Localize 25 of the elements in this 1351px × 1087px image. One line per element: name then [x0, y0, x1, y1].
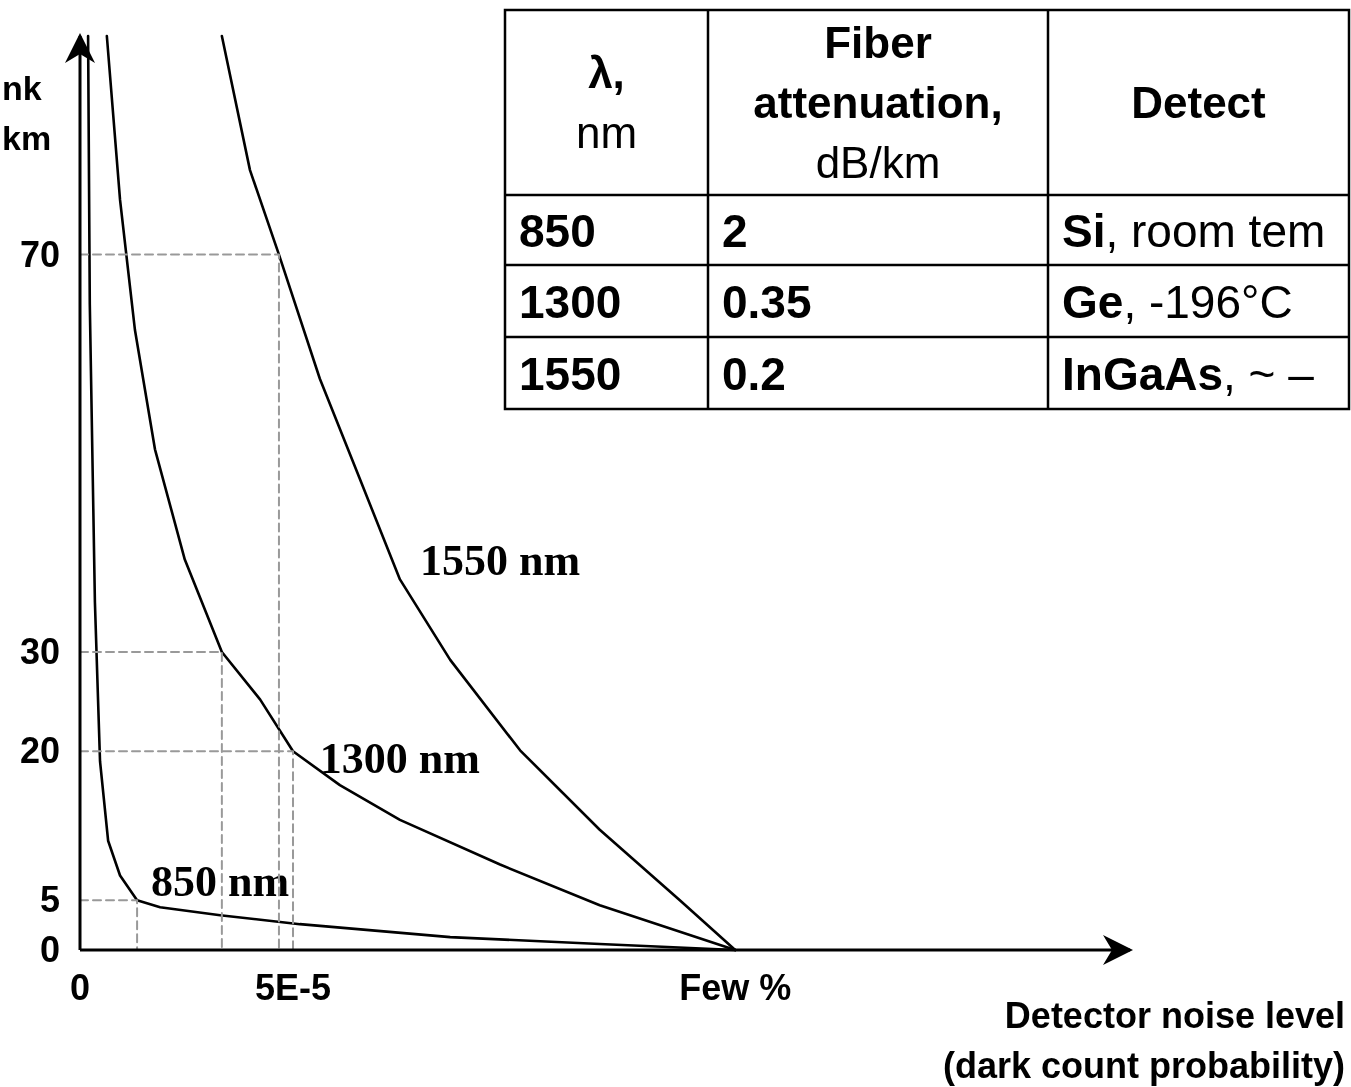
- y-tick-label: 70: [19, 233, 60, 275]
- annotation: Si, room tem: [1062, 205, 1326, 257]
- x-tick-label: Few %: [679, 967, 792, 1008]
- annotation: λ, nm: [575, 47, 638, 157]
- annotation: 1300: [519, 276, 622, 328]
- annotation: Fiber attenuation, dB/km: [753, 17, 1003, 187]
- annotation: Ge, -196°C: [1062, 276, 1293, 328]
- y-tick-label: 30: [19, 630, 60, 672]
- text: Detect: [1131, 77, 1267, 127]
- series-label: 850 nm: [151, 857, 290, 907]
- y-axis-title: nk km: [2, 69, 52, 157]
- x-tick-label: 5E-5: [254, 967, 332, 1008]
- y-tick-label: 5: [39, 879, 60, 921]
- y-tick-label: 20: [19, 730, 60, 772]
- x-tick-label: 0: [69, 967, 91, 1008]
- x-axis-title: Detector noise level (dark count probability): [942, 995, 1345, 1086]
- annotation: 0.35: [722, 276, 812, 328]
- annotation: 2: [722, 205, 748, 257]
- series-label: 1300 nm: [319, 734, 480, 784]
- annotation: 850: [519, 205, 596, 257]
- series-label: 1550 nm: [419, 536, 581, 586]
- y-tick-label: 0: [39, 929, 60, 970]
- annotation: InGaAs, ~ –: [1062, 348, 1315, 400]
- annotation: 1550: [519, 348, 622, 400]
- annotation: 0.2: [722, 348, 786, 400]
